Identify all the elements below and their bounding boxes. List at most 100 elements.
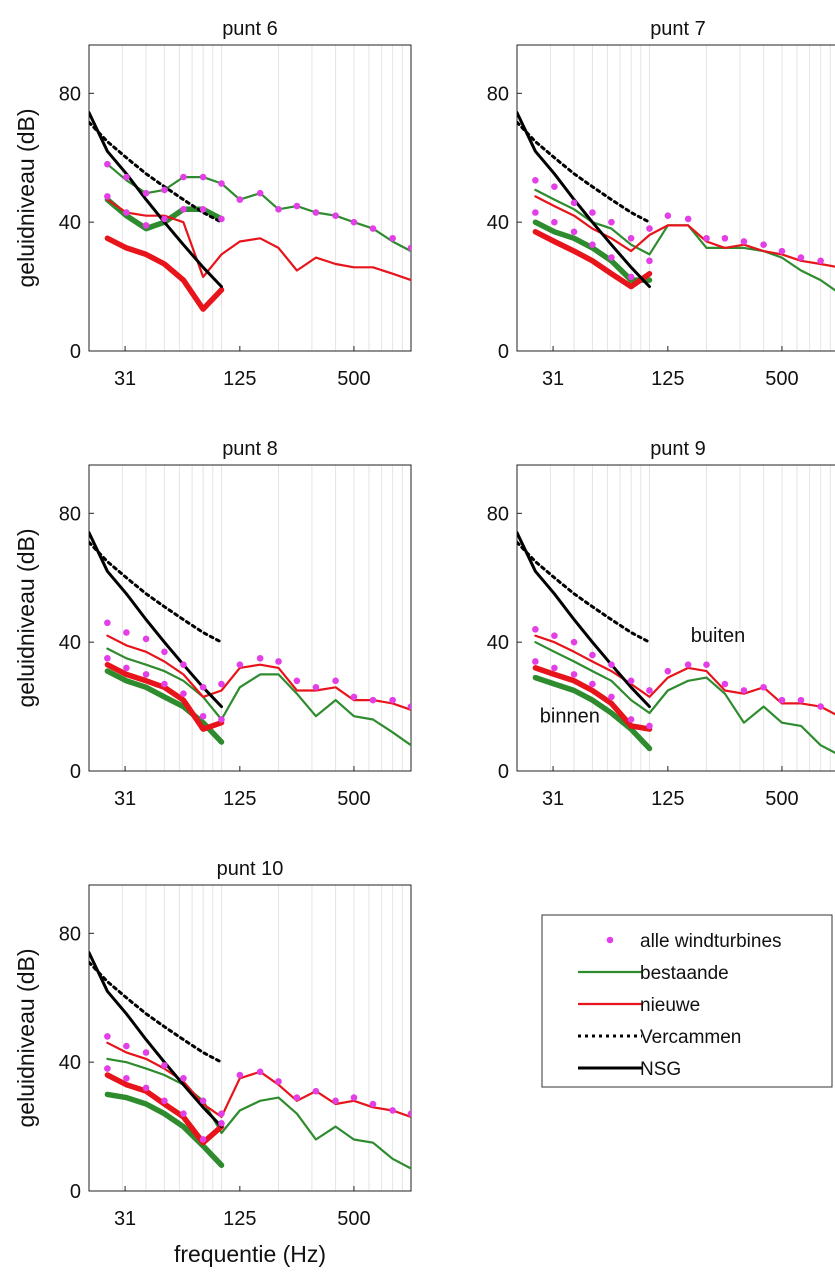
panel-title: punt 10 bbox=[217, 858, 284, 880]
point-alle-buiten bbox=[199, 683, 207, 691]
y-axis-label: geluidniveau (dB) bbox=[13, 948, 39, 1127]
x-tick-label: 500 bbox=[337, 1208, 370, 1230]
point-alle-binnen bbox=[551, 664, 558, 672]
point-alle-binnen bbox=[199, 205, 207, 213]
point-alle-binnen bbox=[646, 722, 653, 730]
legend-entry-nsg: NSG bbox=[578, 1059, 681, 1080]
point-alle-buiten bbox=[236, 1071, 244, 1079]
series-line-vercammen-buiten bbox=[89, 540, 223, 644]
point-alle-buiten bbox=[778, 696, 786, 704]
point-alle-buiten bbox=[180, 661, 187, 669]
point-alle-buiten bbox=[161, 186, 168, 194]
x-tick-label: 31 bbox=[542, 788, 564, 810]
series-line-vercammen-buiten bbox=[517, 540, 651, 644]
y-tick-label: 80 bbox=[59, 923, 81, 945]
series-line-bestaande-buiten bbox=[106, 647, 411, 747]
tick-marks bbox=[517, 512, 783, 772]
point-alle-buiten bbox=[627, 677, 635, 685]
point-alle-buiten bbox=[123, 173, 130, 181]
legend-label: nieuwe bbox=[640, 995, 700, 1016]
point-alle-binnen bbox=[627, 273, 635, 281]
panel-3: 31 125 500 0 40 80 punt 8 geluidniveau (dB) bbox=[13, 438, 412, 810]
point-alle-buiten bbox=[142, 1049, 150, 1056]
x-tick-label: 31 bbox=[542, 368, 564, 390]
y-tick-label: 80 bbox=[487, 503, 509, 525]
plot-frame bbox=[88, 464, 412, 772]
panel-2: 31 125 500 0 40 80 punt 7 bbox=[487, 18, 835, 390]
point-alle-buiten bbox=[199, 173, 207, 181]
series-line-vercammen-buiten bbox=[517, 120, 651, 224]
point-alle-buiten bbox=[389, 234, 396, 242]
point-alle-binnen bbox=[532, 209, 539, 216]
point-alle-buiten bbox=[293, 202, 301, 210]
point-alle-buiten bbox=[293, 677, 301, 685]
point-alle-buiten bbox=[236, 196, 244, 203]
x-tick-label: 500 bbox=[337, 368, 370, 390]
point-alle-buiten bbox=[389, 696, 396, 704]
point-alle-buiten bbox=[551, 183, 558, 191]
series-group bbox=[517, 111, 835, 292]
point-alle-buiten bbox=[551, 632, 558, 640]
series-line-nsg-buiten bbox=[89, 111, 223, 289]
panel-1: 31 125 500 0 40 80 punt 6 geluidniveau (dB) bbox=[13, 18, 412, 390]
point-alle-binnen bbox=[589, 241, 596, 249]
plot-frame bbox=[88, 884, 412, 1192]
point-alle-buiten bbox=[589, 209, 596, 216]
point-alle-binnen bbox=[551, 218, 558, 226]
point-alle-buiten bbox=[142, 189, 150, 197]
point-alle-binnen bbox=[608, 693, 615, 701]
panel-4: 31 125 500 0 40 80 punt 9 buiten binnen bbox=[487, 438, 835, 810]
panel-title: punt 6 bbox=[222, 18, 278, 40]
tick-marks bbox=[517, 92, 783, 352]
x-tick-label: 500 bbox=[765, 368, 798, 390]
point-alle-binnen bbox=[104, 193, 111, 200]
point-alle-buiten bbox=[180, 1074, 187, 1082]
panel-title: punt 8 bbox=[222, 438, 278, 460]
point-alle-buiten bbox=[369, 1100, 377, 1108]
point-alle-buiten bbox=[236, 661, 244, 669]
point-alle-buiten bbox=[703, 234, 710, 242]
point-alle-buiten bbox=[275, 205, 282, 213]
point-alle-buiten bbox=[161, 1062, 168, 1069]
tick-marks bbox=[89, 92, 355, 352]
point-alle-buiten bbox=[161, 648, 168, 656]
plot-frame bbox=[516, 44, 835, 352]
x-tick-label: 31 bbox=[114, 1208, 136, 1230]
point-alle-binnen bbox=[142, 1084, 150, 1092]
point-alle-buiten bbox=[369, 696, 377, 704]
point-alle-buiten bbox=[570, 199, 578, 207]
y-axis-label: geluidniveau (dB) bbox=[13, 108, 39, 287]
point-alle-buiten bbox=[104, 1033, 111, 1040]
plot-frame bbox=[88, 44, 412, 352]
y-tick-label: 80 bbox=[59, 83, 81, 105]
series-line-bestaande-binnen bbox=[532, 674, 653, 752]
y-tick-label: 40 bbox=[59, 632, 81, 654]
point-alle-binnen bbox=[218, 215, 225, 223]
point-alle-buiten bbox=[664, 212, 672, 220]
legend-label: Vercammen bbox=[640, 1027, 741, 1048]
point-alle-buiten bbox=[332, 677, 339, 685]
point-alle-buiten bbox=[646, 687, 653, 694]
point-alle-buiten bbox=[256, 654, 264, 662]
point-alle-buiten bbox=[332, 212, 339, 220]
legend-entry-vercammen: Vercammen bbox=[578, 1027, 741, 1048]
series-line-bestaande-buiten bbox=[534, 641, 835, 755]
y-tick-label: 80 bbox=[59, 503, 81, 525]
point-alle-buiten bbox=[218, 680, 225, 688]
point-alle-buiten bbox=[608, 218, 615, 226]
legend-box bbox=[541, 914, 833, 1088]
point-alle-buiten bbox=[256, 189, 264, 197]
point-alle-buiten bbox=[646, 225, 653, 232]
point-alle-binnen bbox=[104, 1065, 111, 1072]
y-tick-label: 0 bbox=[498, 761, 509, 783]
point-alle-buiten bbox=[256, 1068, 264, 1076]
series-line-bestaande-binnen bbox=[104, 1091, 225, 1168]
point-alle-binnen bbox=[218, 716, 225, 723]
point-alle-binnen bbox=[627, 716, 635, 723]
point-alle-buiten bbox=[740, 687, 748, 694]
point-alle-binnen bbox=[180, 205, 187, 213]
point-alle-buiten bbox=[608, 661, 615, 669]
point-alle-buiten bbox=[627, 234, 635, 242]
point-alle-buiten bbox=[350, 693, 358, 701]
series-line-nieuwe-binnen bbox=[532, 665, 653, 732]
